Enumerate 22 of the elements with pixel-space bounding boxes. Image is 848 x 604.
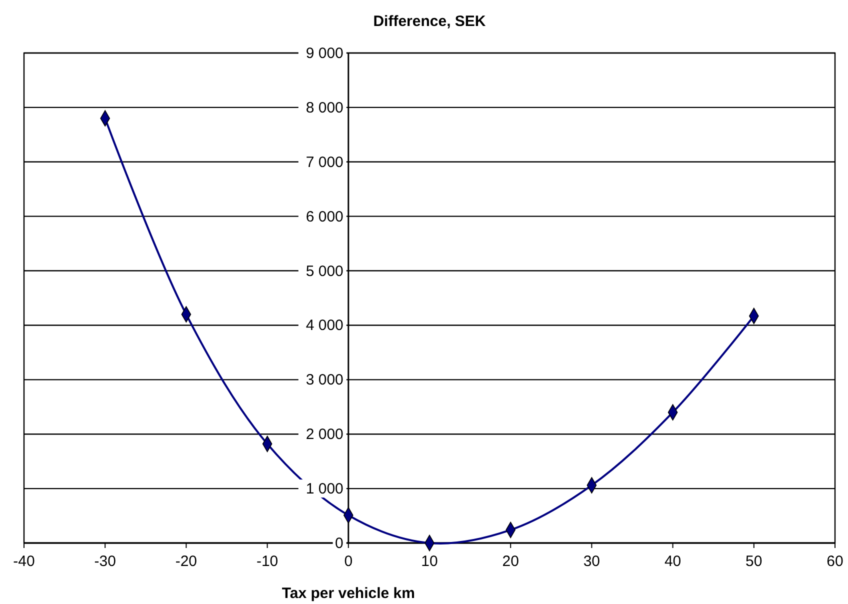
y-tick-label: 3 000: [306, 372, 344, 389]
x-tick-label: 60: [826, 553, 844, 570]
x-tick-label: 50: [746, 553, 762, 570]
x-tick-label: 20: [502, 553, 519, 570]
y-tick-label: 0: [335, 535, 344, 552]
y-tick-label: 1 000: [306, 480, 344, 498]
y-tick-label: 4 000: [306, 317, 344, 334]
x-tick-label: 30: [583, 553, 600, 570]
y-tick-label: 5 000: [306, 262, 344, 280]
x-tick-label: 40: [664, 553, 682, 570]
y-tick-label: 2 000: [306, 426, 344, 444]
y-tick-label: 6 000: [306, 208, 344, 226]
y-tick-label: 8 000: [306, 99, 344, 116]
x-tick-label: -20: [175, 553, 198, 570]
x-tick-label: -30: [94, 553, 116, 570]
x-tick-label: -10: [256, 553, 278, 570]
x-tick-label: -40: [13, 553, 35, 570]
y-tick-label: 7 000: [306, 154, 344, 171]
x-axis-title: Tax per vehicle km: [282, 585, 415, 602]
x-tick-label: 10: [421, 553, 438, 570]
chart-title: Difference, SEK: [373, 13, 486, 30]
y-tick-label: 9 000: [306, 45, 344, 62]
